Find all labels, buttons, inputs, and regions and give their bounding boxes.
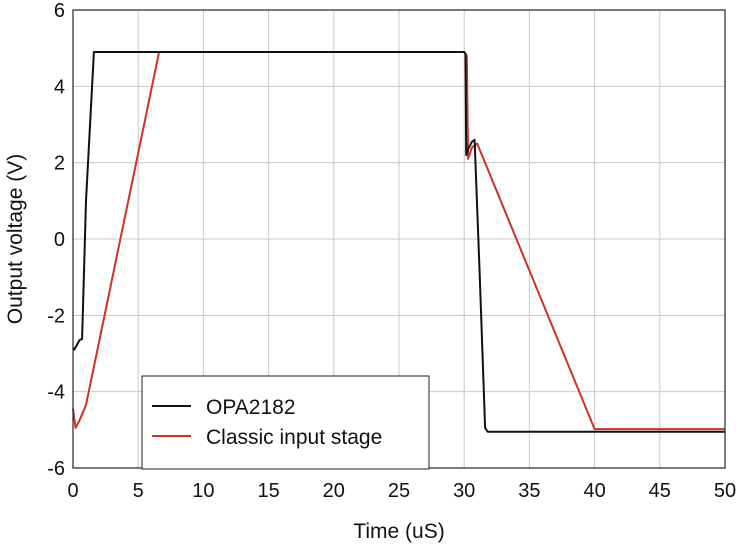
x-tick-label: 25 [388,480,410,502]
x-tick-label: 10 [192,480,214,502]
x-tick-label: 40 [583,480,605,502]
x-tick-label: 30 [453,480,475,502]
y-tick-label: 4 [54,76,65,98]
x-tick-label: 50 [714,480,736,502]
x-axis-label: Time (uS) [353,520,444,543]
y-tick-labels: 6 4 2 0 -2 -4 -6 [47,0,65,480]
x-tick-label: 35 [518,480,540,502]
x-tick-label: 0 [67,480,78,502]
series-line-opa2182 [72,51,725,433]
x-tick-label: 45 [649,480,671,502]
x-tick-label: 5 [133,480,144,502]
y-tick-label: 0 [54,229,65,251]
x-tick-label: 15 [257,480,279,502]
y-tick-label: 2 [54,153,65,175]
y-tick-label: -4 [47,382,65,404]
y-tick-label: -6 [47,458,65,480]
x-tick-label: 20 [323,480,345,502]
y-tick-label: 6 [54,0,65,22]
y-axis-label: Output voltage (V) [4,154,27,324]
legend-label-opa2182: OPA2182 [206,396,296,419]
legend-label-classic-input-stage: Classic input stage [206,426,382,449]
x-tick-labels: 0 5 10 15 20 25 30 35 40 45 50 [67,480,736,502]
y-tick-label: -2 [47,305,65,327]
legend-box [141,375,430,470]
legend: OPA2182 Classic input stage [141,375,430,470]
series-lines [72,51,725,433]
